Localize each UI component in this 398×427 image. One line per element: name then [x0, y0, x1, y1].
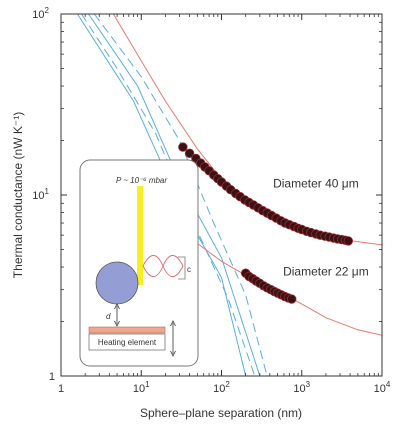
cantilever — [137, 186, 143, 285]
y-tick-label: 1 — [49, 371, 55, 383]
x-tick-label: 103 — [293, 380, 310, 395]
data-point-s1-2 — [184, 148, 195, 159]
data-point-s2-14 — [287, 294, 297, 304]
x-axis-label: Sphere–plane separation (nm) — [140, 406, 302, 420]
heating-element-box — [88, 333, 166, 351]
y-tick-label: 102 — [32, 6, 49, 21]
x-tick-exponent: 4 — [386, 380, 391, 389]
data-points — [178, 142, 354, 304]
height-arrow-head-down — [170, 350, 176, 357]
data-point-s1-1 — [178, 142, 188, 152]
x-tick-exponent: 3 — [306, 380, 311, 389]
heating-element-label: Heating element — [98, 338, 157, 347]
x-tick-exponent: 1 — [145, 380, 150, 389]
y-tick-label: 101 — [32, 187, 49, 202]
y-tick-exponent: 2 — [45, 6, 50, 15]
data-point-s1-38 — [343, 236, 354, 246]
sphere — [95, 261, 139, 305]
x-tick-label: 101 — [133, 380, 150, 395]
annotation-22um: Diameter 22 μm — [283, 264, 369, 278]
c-bracket — [178, 256, 186, 280]
x-tick-label: 104 — [374, 380, 391, 395]
y-tick-exponent: 1 — [45, 187, 50, 196]
c-label: c — [187, 265, 191, 274]
x-tick-label: 102 — [213, 380, 230, 395]
d-arrow-head-up — [114, 303, 120, 310]
d-label: d — [106, 312, 111, 321]
laser-wave-2 — [142, 255, 184, 277]
x-tick-label: 1 — [58, 383, 64, 395]
height-arrow-head-up — [170, 320, 176, 327]
heating-plate — [88, 326, 166, 334]
x-tick-exponent: 2 — [225, 380, 230, 389]
annotation-40um: Diameter 40 μm — [273, 177, 359, 191]
y-axis-label: Thermal conductance (nW K⁻¹) — [11, 112, 25, 278]
d-arrow-head-down — [114, 320, 120, 327]
inset-schematic: P ~ 10⁻⁶ mbar c d Heating element — [79, 159, 199, 367]
inset-pressure-label: P ~ 10⁻⁶ mbar — [116, 176, 167, 185]
